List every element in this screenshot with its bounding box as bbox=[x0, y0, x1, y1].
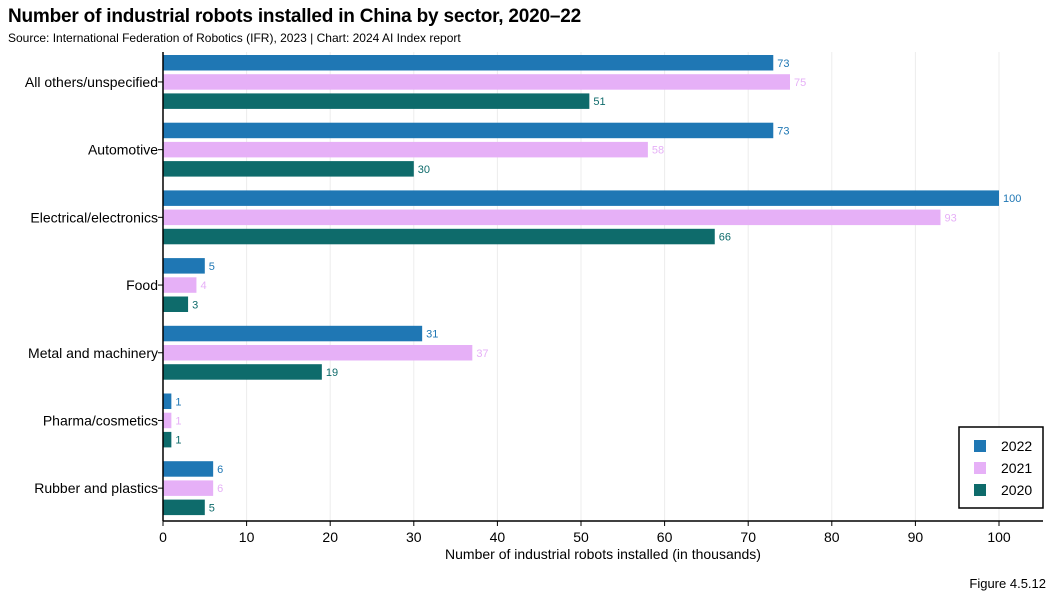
chart-subtitle: Source: International Federation of Robo… bbox=[8, 31, 461, 45]
bar-2022 bbox=[163, 122, 774, 139]
data-label: 1 bbox=[175, 435, 181, 447]
x-tick-label: 70 bbox=[740, 529, 756, 545]
bar-2020 bbox=[163, 161, 414, 177]
category-label: Automotive bbox=[88, 142, 158, 158]
x-tick-label: 60 bbox=[657, 529, 673, 545]
bar-2021 bbox=[163, 141, 648, 158]
bar-2020 bbox=[163, 93, 590, 109]
bar-2022 bbox=[163, 325, 423, 342]
data-label: 5 bbox=[209, 261, 215, 273]
x-tick-label: 40 bbox=[490, 529, 506, 545]
category-label: Pharma/cosmetics bbox=[43, 412, 158, 428]
bar-2021 bbox=[163, 412, 172, 429]
legend-label: 2020 bbox=[1001, 482, 1032, 498]
data-label: 6 bbox=[217, 464, 223, 476]
x-tick-label: 90 bbox=[908, 529, 924, 545]
x-tick-label: 20 bbox=[322, 529, 338, 545]
data-label: 73 bbox=[777, 125, 789, 137]
legend-box bbox=[958, 426, 1044, 509]
legend: 2022 2021 2020 bbox=[958, 426, 1044, 509]
data-label: 5 bbox=[209, 502, 215, 514]
axes: All others/unspecified Automotive Electric… bbox=[25, 52, 1043, 562]
bar-2022 bbox=[163, 258, 205, 274]
data-label: 6 bbox=[217, 483, 223, 495]
legend-swatch-2020 bbox=[974, 484, 986, 496]
bar-2022 bbox=[163, 461, 214, 477]
x-tick-label: 100 bbox=[987, 529, 1011, 545]
bar-2021 bbox=[163, 277, 197, 293]
bar-2022 bbox=[163, 393, 172, 409]
bar-2021 bbox=[163, 74, 790, 90]
data-label: 75 bbox=[794, 77, 806, 89]
chart-title: Number of industrial robots installed in… bbox=[8, 6, 581, 27]
legend-label: 2022 bbox=[1001, 438, 1032, 454]
legend-label: 2021 bbox=[1001, 460, 1032, 476]
data-label: 1 bbox=[175, 415, 181, 427]
bar-2020 bbox=[163, 431, 172, 448]
x-tick-label: 10 bbox=[239, 529, 255, 545]
x-tick-label: 50 bbox=[573, 529, 589, 545]
data-label: 3 bbox=[192, 299, 198, 311]
legend-swatch-2022 bbox=[974, 440, 986, 452]
bar-2022 bbox=[163, 190, 999, 206]
x-tick-label: 0 bbox=[159, 529, 167, 545]
bar-2020 bbox=[163, 296, 189, 312]
bar-2021 bbox=[163, 209, 941, 226]
data-label: 58 bbox=[652, 145, 664, 157]
bar-2020 bbox=[163, 499, 205, 516]
x-tick-label: 30 bbox=[406, 529, 422, 545]
data-label: 1 bbox=[175, 396, 181, 408]
x-tick-label: 80 bbox=[824, 529, 840, 545]
figure-label: Figure 4.5.12 bbox=[969, 576, 1046, 591]
data-label: 37 bbox=[476, 348, 488, 360]
data-label: 19 bbox=[326, 367, 338, 379]
category-label: All others/unspecified bbox=[25, 74, 158, 90]
bar-2020 bbox=[163, 228, 715, 245]
x-axis-title: Number of industrial robots installed (i… bbox=[445, 546, 761, 562]
data-label: 4 bbox=[200, 280, 206, 292]
bar-2021 bbox=[163, 480, 214, 496]
gridlines bbox=[162, 52, 1000, 521]
category-label: Rubber and plastics bbox=[34, 480, 158, 496]
data-label: 73 bbox=[777, 58, 789, 70]
category-label: Food bbox=[126, 277, 158, 293]
category-label: Metal and machinery bbox=[28, 345, 158, 361]
data-label: 51 bbox=[593, 96, 605, 108]
bar-2022 bbox=[163, 55, 774, 71]
bar-2020 bbox=[163, 364, 322, 380]
bar-2021 bbox=[163, 345, 473, 361]
data-label: 93 bbox=[944, 212, 956, 224]
data-label: 31 bbox=[426, 329, 438, 341]
data-label: 30 bbox=[418, 164, 430, 176]
legend-swatch-2021 bbox=[974, 462, 986, 474]
category-label: Electrical/electronics bbox=[30, 209, 158, 225]
data-label: 66 bbox=[719, 232, 731, 244]
data-label: 100 bbox=[1003, 193, 1021, 205]
